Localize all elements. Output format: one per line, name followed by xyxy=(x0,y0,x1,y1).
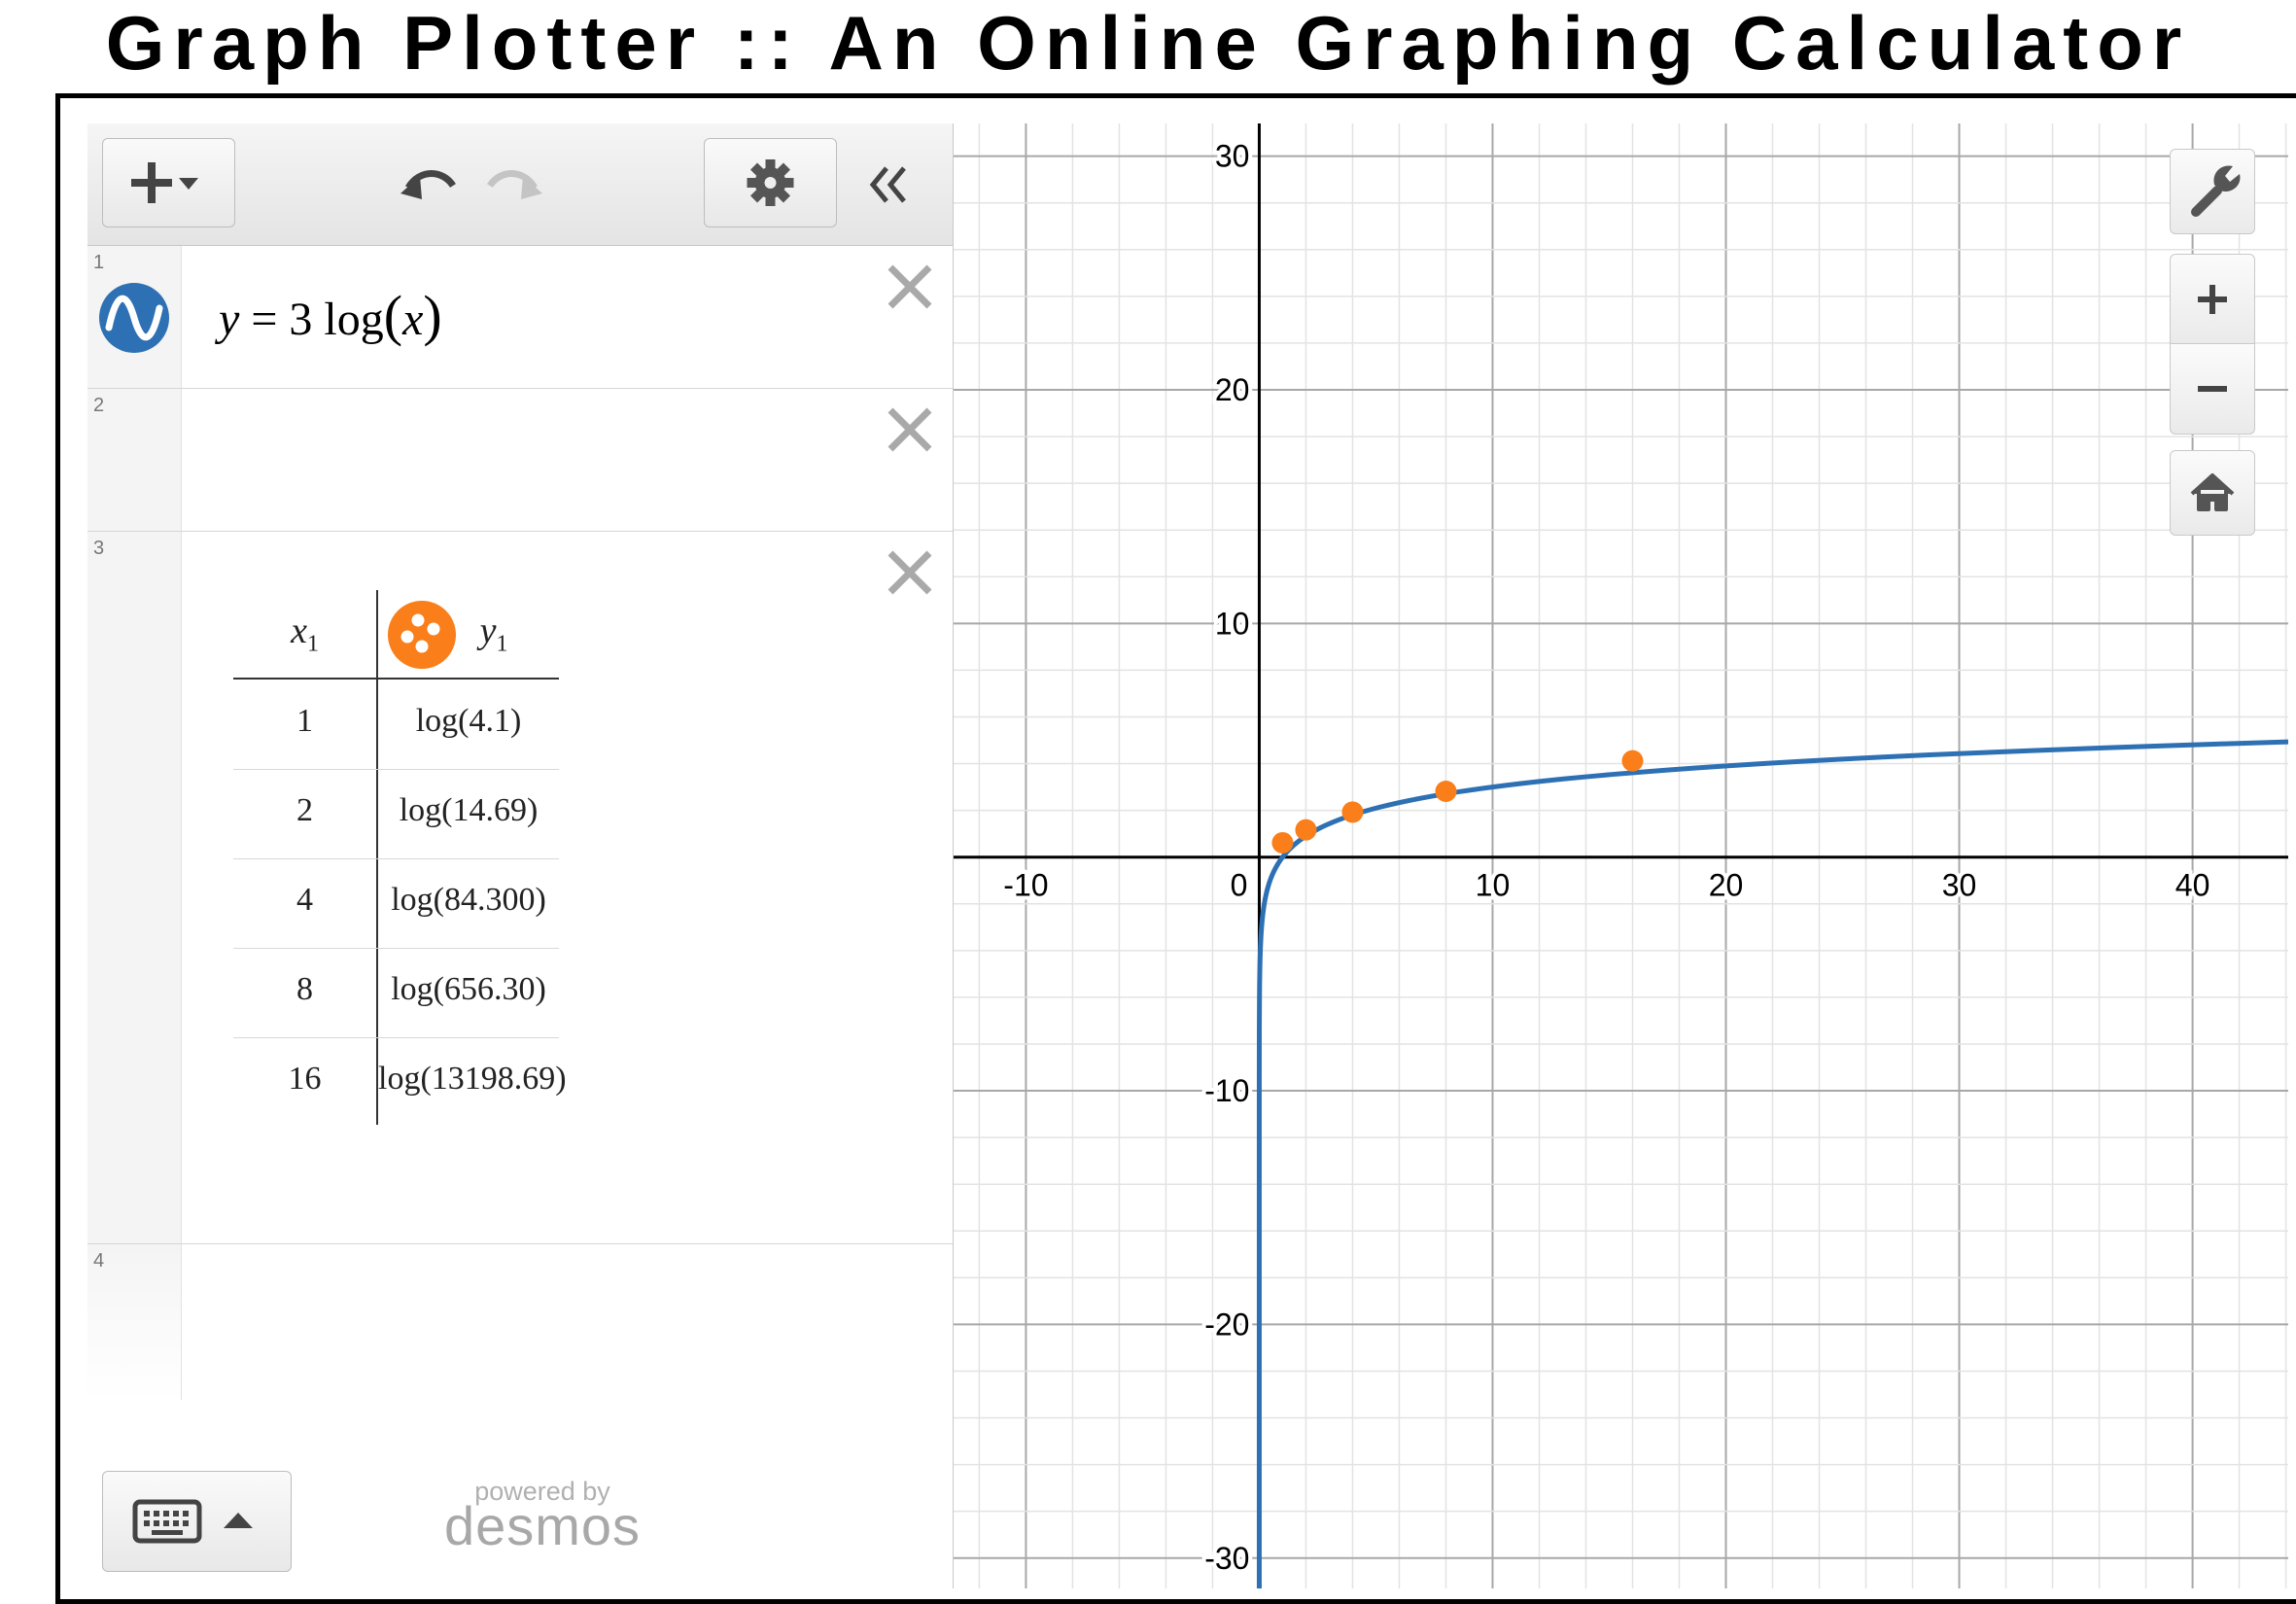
row-number: 1 xyxy=(93,252,105,273)
table-cell-y[interactable]: log(4.1) xyxy=(415,703,522,739)
expression-row-2[interactable]: 2 xyxy=(87,389,953,532)
data-point xyxy=(1435,780,1457,802)
minus-icon xyxy=(2198,386,2227,392)
y-tick-label: 10 xyxy=(1215,606,1250,641)
x-tick-label: 30 xyxy=(1942,868,1977,903)
keyboard-icon xyxy=(132,1499,202,1544)
zoom-out-button[interactable] xyxy=(2170,343,2255,435)
caret-up-icon xyxy=(224,1513,253,1528)
page-title: Graph Plotter :: An Online Graphing Calc… xyxy=(105,0,2191,86)
plus-icon xyxy=(2198,285,2227,314)
table-cell-x[interactable]: 16 xyxy=(288,1061,322,1097)
keyboard-toggle-button[interactable] xyxy=(102,1471,292,1572)
table-cell-x[interactable]: 1 xyxy=(296,703,313,739)
points-icon[interactable] xyxy=(387,600,457,670)
table-header-x[interactable]: x1 xyxy=(291,610,319,657)
undo-icon[interactable] xyxy=(399,164,459,207)
x-tick-label: -10 xyxy=(1003,868,1048,903)
data-point xyxy=(1295,819,1317,841)
table-cell-y[interactable]: log(14.69) xyxy=(399,792,539,828)
zoom-in-button[interactable] xyxy=(2170,254,2255,345)
table-cell-y[interactable]: log(84.300) xyxy=(391,882,546,918)
expression-row-4[interactable]: 4 xyxy=(87,1244,953,1400)
expression-toolbar xyxy=(87,123,953,246)
powered-by-label: powered by xyxy=(474,1477,610,1506)
graph-paper[interactable]: -10 10 20 30 40 30 20 10 -10 -20 -30 0 xyxy=(954,123,2288,1588)
y-tick-label: 20 xyxy=(1215,372,1250,407)
graph-settings-button[interactable] xyxy=(2170,149,2255,234)
expression-gutter: 2 xyxy=(87,389,182,531)
table-cell-y[interactable]: log(656.30) xyxy=(391,971,546,1007)
table-cell-x[interactable]: 4 xyxy=(296,882,313,918)
collapse-panel-icon[interactable] xyxy=(865,160,914,209)
table-cell-y[interactable]: log(13198.69) xyxy=(378,1061,567,1097)
row-number: 4 xyxy=(93,1250,105,1272)
plus-dropdown-icon xyxy=(131,162,198,203)
x-tick-label: 10 xyxy=(1476,868,1511,903)
table-cell-x[interactable]: 2 xyxy=(296,792,313,828)
data-table: x1 y1 1 log(4.1) 2 log(14.69) 4 log(84.300) 8 l… xyxy=(233,590,567,1125)
expression-gutter: 1 xyxy=(87,246,182,388)
add-item-button[interactable] xyxy=(102,138,235,227)
table-cell-x[interactable]: 8 xyxy=(296,971,313,1007)
data-point xyxy=(1621,750,1644,772)
delete-expression-icon[interactable] xyxy=(881,401,939,459)
home-icon xyxy=(2190,473,2235,511)
settings-button[interactable] xyxy=(704,138,837,227)
row-number: 2 xyxy=(93,395,105,416)
desmos-logo[interactable]: desmos xyxy=(443,1495,642,1556)
x-tick-label: 40 xyxy=(2175,868,2210,903)
expression-gutter: 3 xyxy=(87,532,182,1243)
y-tick-label: -20 xyxy=(1204,1307,1249,1342)
expression-latex[interactable]: y = 3 log(x) xyxy=(219,284,442,347)
delete-expression-icon[interactable] xyxy=(881,543,939,602)
expression-panel: 1 y = 3 log(x) 2 3 xyxy=(87,123,954,1588)
redo-icon[interactable] xyxy=(484,164,544,207)
table-row-divider xyxy=(233,858,559,859)
wrench-icon xyxy=(2191,165,2241,217)
delete-expression-icon[interactable] xyxy=(881,258,939,316)
expression-row-1[interactable]: 1 y = 3 log(x) xyxy=(87,246,953,389)
y-tick-label: -10 xyxy=(1204,1073,1249,1108)
y-tick-label: -30 xyxy=(1204,1541,1249,1576)
data-point xyxy=(1341,801,1364,823)
table-row-divider xyxy=(233,1037,559,1038)
curve-y-3log-x xyxy=(1256,739,2288,1588)
origin-label: 0 xyxy=(1231,868,1248,903)
data-point xyxy=(1271,831,1294,854)
sine-wave-icon[interactable] xyxy=(97,281,171,355)
x-tick-label: 20 xyxy=(1709,868,1744,903)
table-row-divider xyxy=(233,948,559,949)
gear-icon xyxy=(747,159,794,206)
expression-gutter: 4 xyxy=(87,1244,182,1400)
y-tick-label: 30 xyxy=(1215,139,1250,174)
expression-row-3[interactable]: 3 x1 y1 1 log(4.1) 2 log(14.69) 4 log(84.300)… xyxy=(87,532,953,1244)
graph-canvas[interactable]: -10 10 20 30 40 30 20 10 -10 -20 -30 0 xyxy=(954,123,2288,1588)
table-row-divider xyxy=(233,769,559,770)
home-button[interactable] xyxy=(2170,450,2255,536)
row-number: 3 xyxy=(93,538,105,559)
table-header-y[interactable]: y1 xyxy=(479,610,508,657)
